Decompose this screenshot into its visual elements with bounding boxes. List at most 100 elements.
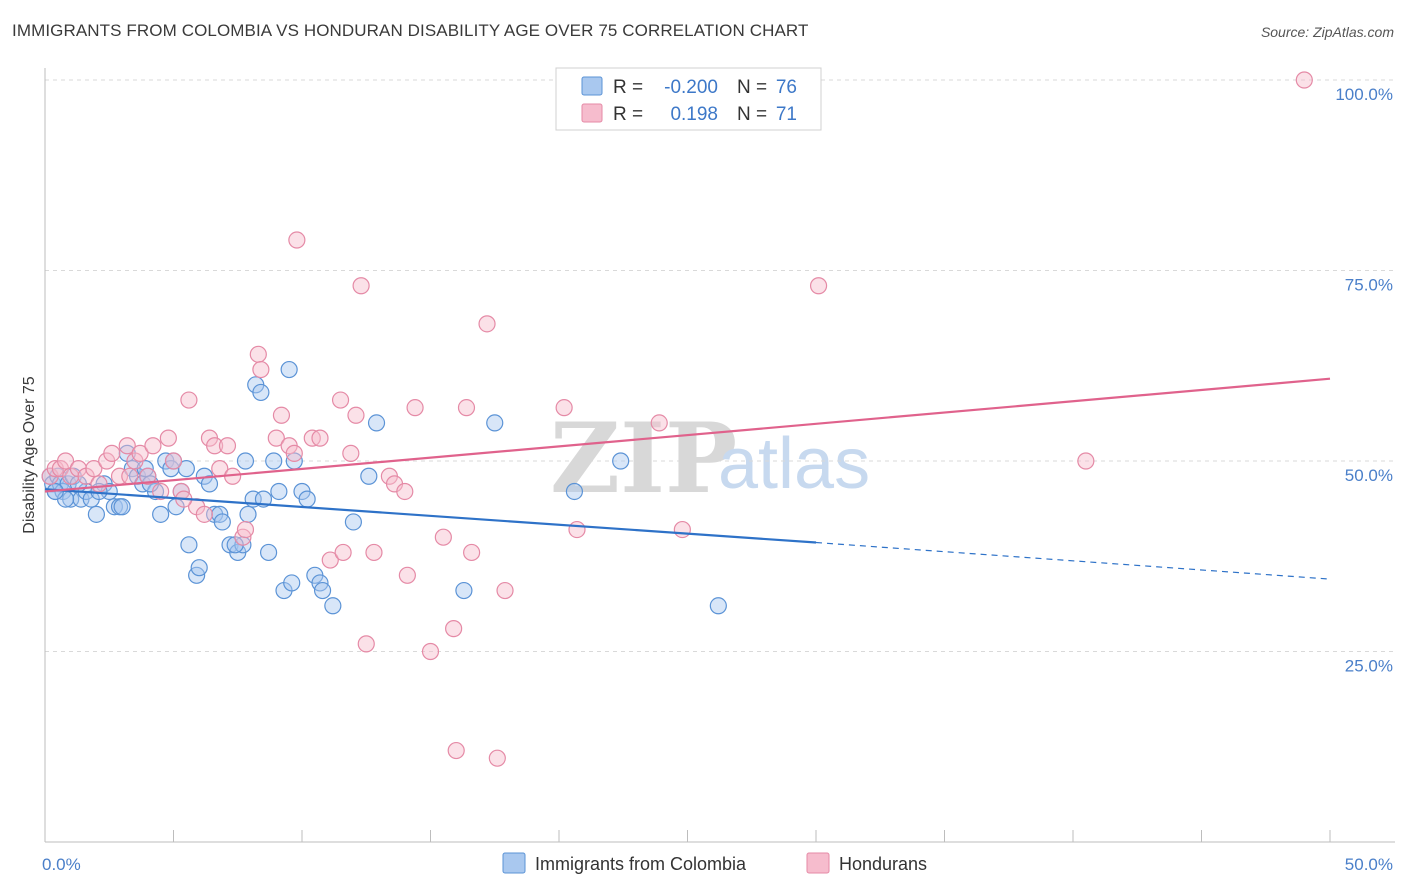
top-legend: R = -0.200 N = 76 R = 0.198 N = 71 <box>555 67 822 131</box>
y-tick-labels: 25.0% 50.0% 75.0% 100.0% <box>1335 85 1393 676</box>
point-honduran-33 <box>267 429 285 447</box>
point-honduran-37 <box>288 231 306 249</box>
point-honduran-46 <box>365 543 383 562</box>
bottom-legend: Immigrants from Colombia Hondurans <box>502 852 927 874</box>
point-honduran-59 <box>488 749 506 767</box>
point-colombia-56 <box>324 597 342 615</box>
x-tick-label-min: 0.0% <box>42 855 81 874</box>
axes <box>44 68 1395 843</box>
point-honduran-27 <box>218 437 237 455</box>
point-colombia-31 <box>190 559 208 577</box>
point-honduran-70 <box>334 543 352 562</box>
legend-n-label-2: N = <box>737 104 767 125</box>
point-colombia-59 <box>367 414 386 432</box>
point-honduran-15 <box>139 467 157 485</box>
point-colombia-46 <box>265 452 283 470</box>
legend-r-label-2: R = <box>613 104 643 125</box>
chart-title: IMMIGRANTS FROM COLOMBIA VS HONDURAN DIS… <box>12 21 809 40</box>
point-honduran-17 <box>152 482 170 501</box>
legend-r-label-1: R = <box>613 77 643 98</box>
legend-r-value-1: -0.200 <box>664 77 718 98</box>
point-honduran-60 <box>496 581 514 600</box>
point-honduran-7 <box>85 460 103 478</box>
point-colombia-28 <box>177 460 195 478</box>
point-honduran-19 <box>164 452 183 470</box>
point-colombia-49 <box>283 574 301 592</box>
point-honduran-16 <box>144 437 162 455</box>
trend-lines <box>44 377 1331 580</box>
point-colombia-69 <box>213 513 231 531</box>
point-honduran-44 <box>352 277 370 295</box>
point-honduran-10 <box>103 444 121 462</box>
point-colombia-12 <box>87 505 106 523</box>
series-honduran-points <box>41 71 1313 767</box>
point-honduran-62 <box>568 520 586 539</box>
legend-swatch-colombia <box>581 76 603 96</box>
point-colombia-43 <box>252 383 270 402</box>
x-tick-label-max: 50.0% <box>1345 855 1393 874</box>
point-honduran-64 <box>673 520 691 539</box>
point-honduran-45 <box>357 635 375 653</box>
point-honduran-42 <box>342 444 360 462</box>
legend-n-value-1: 76 <box>776 77 797 98</box>
point-colombia-48 <box>280 360 298 379</box>
point-honduran-8 <box>90 475 108 493</box>
point-honduran-57 <box>463 543 481 562</box>
x-tick-labels: 0.0% 50.0% <box>42 855 1393 874</box>
point-colombia-61 <box>486 414 504 432</box>
point-honduran-68 <box>121 467 139 485</box>
trend-honduran <box>44 377 1331 493</box>
point-colombia-40 <box>239 505 257 523</box>
point-colombia-73 <box>270 482 288 501</box>
point-honduran-3 <box>56 452 75 470</box>
point-honduran-58 <box>478 315 496 333</box>
point-honduran-12 <box>118 437 136 455</box>
point-colombia-33 <box>200 475 219 493</box>
y-tick-label-100: 100.0% <box>1335 85 1393 104</box>
legend-n-value-2: 71 <box>776 104 797 125</box>
point-honduran-41 <box>331 391 350 409</box>
point-honduran-40 <box>321 551 339 569</box>
point-honduran-51 <box>406 399 424 417</box>
point-honduran-54 <box>445 620 463 638</box>
series-colombia-points <box>41 360 727 615</box>
point-honduran-30 <box>236 520 255 539</box>
grid-lines <box>45 79 1395 652</box>
legend-r-value-2: 0.198 <box>670 104 718 125</box>
point-colombia-62 <box>565 482 584 501</box>
y-tick-label-50: 50.0% <box>1345 466 1393 485</box>
point-honduran-32 <box>252 360 270 379</box>
point-colombia-63 <box>612 452 630 470</box>
point-colombia-65 <box>113 498 131 516</box>
point-honduran-49 <box>396 482 414 501</box>
point-colombia-60 <box>455 581 473 600</box>
point-honduran-65 <box>809 277 828 295</box>
point-colombia-55 <box>313 581 332 600</box>
bottom-legend-label-honduran: Hondurans <box>839 854 927 874</box>
point-honduran-66 <box>1077 452 1095 470</box>
y-axis-label: Disability Age Over 75 <box>21 376 38 534</box>
point-honduran-21 <box>180 391 198 409</box>
point-colombia-58 <box>360 467 378 485</box>
source-credit: Source: ZipAtlas.com <box>1260 24 1394 40</box>
point-honduran-61 <box>555 399 573 417</box>
point-honduran-50 <box>398 566 416 584</box>
point-honduran-25 <box>206 437 224 455</box>
point-colombia-64 <box>709 597 727 615</box>
y-tick-label-75: 75.0% <box>1345 276 1393 295</box>
legend-n-label-1: N = <box>737 77 767 98</box>
point-honduran-36 <box>285 444 303 462</box>
legend-swatch-honduran <box>581 103 603 123</box>
point-honduran-18 <box>159 429 177 447</box>
bottom-legend-swatch-colombia <box>502 852 526 874</box>
point-colombia-52 <box>298 490 316 508</box>
point-honduran-53 <box>434 528 452 546</box>
watermark-atlas: atlas <box>718 424 870 504</box>
point-honduran-63 <box>650 414 668 432</box>
point-colombia-45 <box>259 543 278 562</box>
point-honduran-56 <box>457 399 476 417</box>
point-colombia-57 <box>344 513 362 531</box>
point-honduran-31 <box>249 345 267 363</box>
point-honduran-14 <box>131 444 149 462</box>
